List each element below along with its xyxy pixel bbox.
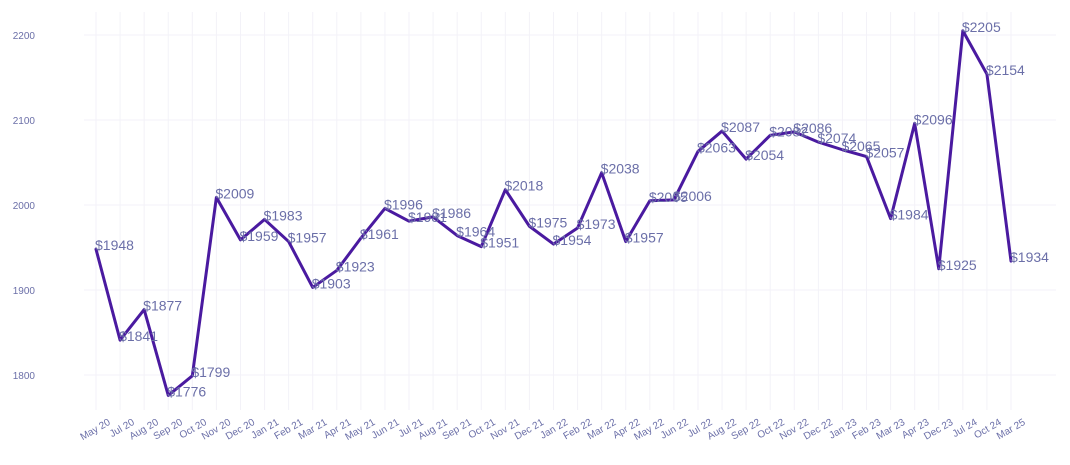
y-axis-ticks: 1800 1900 2000 2100 2200 [13,31,36,382]
data-label: $2005 [649,189,688,205]
series-line-price [94,29,1013,397]
data-label: $2087 [721,119,760,135]
data-label: $1964 [456,224,495,240]
data-label: $1951 [480,235,519,251]
data-label: $1957 [288,230,327,246]
data-label: $1961 [360,226,399,242]
data-label: $1959 [239,228,278,244]
data-label: $2082 [769,123,808,139]
data-label: $1923 [336,258,375,274]
data-label: $1986 [432,205,471,221]
data-label: $2054 [745,147,784,163]
data-label: $2006 [673,188,712,204]
data-label: $1984 [890,207,929,223]
data-label: $1983 [264,207,303,223]
y-tick-label: 2200 [13,31,36,42]
data-label: $1973 [577,216,616,232]
data-label: $1981 [408,209,447,225]
data-label: $2038 [601,161,640,177]
data-label: $1776 [167,383,206,399]
data-label: $1841 [119,328,158,344]
data-label: $1925 [938,257,977,273]
data-label: $1903 [312,275,351,291]
data-label: $1954 [553,232,592,248]
data-label: $1799 [191,364,230,380]
data-label: $1957 [625,230,664,246]
y-tick-label: 1800 [13,371,36,382]
data-label: $1948 [95,237,134,253]
data-label: $2057 [866,145,905,161]
y-tick-label: 2000 [13,201,36,212]
data-label: $2154 [986,62,1025,78]
data-label: $2018 [504,178,543,194]
data-label: $2065 [841,138,880,154]
grid [84,12,1056,410]
data-label: $2009 [215,185,254,201]
data-label: $1975 [528,214,567,230]
data-labels: $1948 $1841 $1877 $1776 $1799 $2009 $1959 $1983… [95,19,1049,400]
data-label: $2074 [817,130,856,146]
data-label: $2096 [914,111,953,127]
data-label: $2063 [697,139,736,155]
y-tick-label: 2100 [13,116,36,127]
series-price [94,29,1013,397]
y-tick-label: 1900 [13,286,36,297]
data-label: $1877 [143,298,182,314]
data-label: $1934 [1010,249,1049,265]
data-label: $1996 [384,196,423,212]
data-label: $2086 [793,120,832,136]
data-label: $2205 [962,19,1001,35]
